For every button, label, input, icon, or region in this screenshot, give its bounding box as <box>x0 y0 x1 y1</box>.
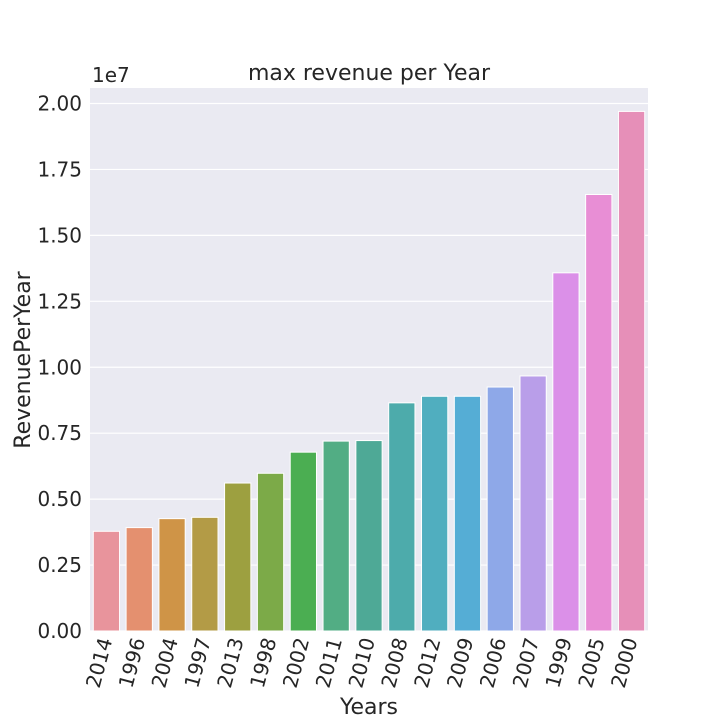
chart-title: max revenue per Year <box>248 61 491 86</box>
x-tick-label: 2004 <box>147 635 183 690</box>
bar-2005 <box>585 193 613 632</box>
x-tick-label: 2007 <box>508 635 544 690</box>
y-tick-label: 2.00 <box>37 92 82 116</box>
x-tick-label: 1997 <box>179 635 215 690</box>
bar-2008 <box>388 402 416 632</box>
bar-2007 <box>519 375 547 632</box>
x-tick-label: 2006 <box>475 635 511 690</box>
y-ticks: 0.00 0.25 0.50 0.75 1.00 1.25 1.50 1.75 2.00 <box>37 92 82 644</box>
x-axis-label: Years <box>339 695 398 720</box>
bars-group <box>92 110 646 632</box>
x-tick-label: 2014 <box>81 635 117 690</box>
bar-2014 <box>92 530 121 632</box>
x-tick-label: 2010 <box>343 635 379 690</box>
bar-1999 <box>552 272 580 632</box>
x-tick-label: 2011 <box>311 635 347 690</box>
y-tick-label: 1.75 <box>37 157 82 181</box>
bar-1996 <box>125 527 153 632</box>
y-offset-label: 1e7 <box>92 63 130 87</box>
bar-2004 <box>158 518 186 632</box>
bar-2002 <box>289 451 317 632</box>
x-tick-label: 2008 <box>376 635 412 690</box>
bar-2000 <box>617 110 646 632</box>
x-tick-label: 2000 <box>606 635 642 690</box>
y-tick-label: 0.50 <box>37 487 82 511</box>
bar-2012 <box>421 395 449 632</box>
bar-1998 <box>256 472 285 632</box>
y-tick-label: 1.00 <box>37 355 82 379</box>
bar-2006 <box>486 386 514 632</box>
x-tick-label: 2005 <box>573 635 609 690</box>
y-axis-label: RevenuePerYear <box>11 270 36 448</box>
bar-2011 <box>322 440 350 632</box>
bar-2013 <box>224 482 252 632</box>
bar-1997 <box>191 516 219 632</box>
bar-2010 <box>355 440 383 632</box>
x-tick-label: 2012 <box>409 635 445 690</box>
x-tick-label: 2013 <box>212 635 248 690</box>
x-tick-label: 1998 <box>245 635 281 690</box>
x-tick-label: 1996 <box>114 635 150 690</box>
y-tick-label: 0.00 <box>37 619 82 643</box>
x-tick-label: 2002 <box>278 635 314 690</box>
x-ticks: 2014199620041997201319982002201120102008… <box>81 635 643 690</box>
x-tick-label: 1999 <box>540 635 576 690</box>
y-tick-label: 0.75 <box>37 421 82 445</box>
y-tick-label: 0.25 <box>37 553 82 577</box>
y-tick-label: 1.25 <box>37 289 82 313</box>
y-tick-label: 1.50 <box>37 223 82 247</box>
bar-2009 <box>453 395 482 632</box>
x-tick-label: 2009 <box>442 635 478 690</box>
